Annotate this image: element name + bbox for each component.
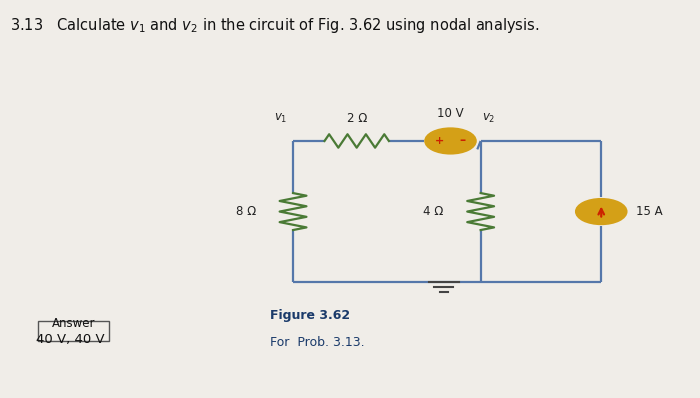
Text: 10 V: 10 V [438, 107, 464, 120]
Circle shape [425, 128, 476, 154]
Text: 4 Ω: 4 Ω [424, 205, 444, 218]
Circle shape [576, 199, 627, 224]
Text: Answer: Answer [52, 317, 95, 330]
Text: $v_1$: $v_1$ [274, 112, 288, 125]
Text: 3.13   Calculate $v_1$ and $v_2$ in the circuit of Fig. 3.62 using nodal analysi: 3.13 Calculate $v_1$ and $v_2$ in the ci… [10, 16, 540, 35]
Text: 40 V, 40 V: 40 V, 40 V [36, 333, 104, 346]
Text: For  Prob. 3.13.: For Prob. 3.13. [270, 336, 364, 349]
Text: 15 A: 15 A [636, 205, 663, 218]
FancyBboxPatch shape [38, 321, 108, 341]
Text: Figure 3.62: Figure 3.62 [270, 309, 350, 322]
Text: $v_2$: $v_2$ [482, 112, 496, 125]
Text: –: – [459, 135, 465, 148]
Text: 8 Ω: 8 Ω [236, 205, 256, 218]
Text: 2 Ω: 2 Ω [346, 112, 367, 125]
Text: +: + [435, 136, 444, 146]
